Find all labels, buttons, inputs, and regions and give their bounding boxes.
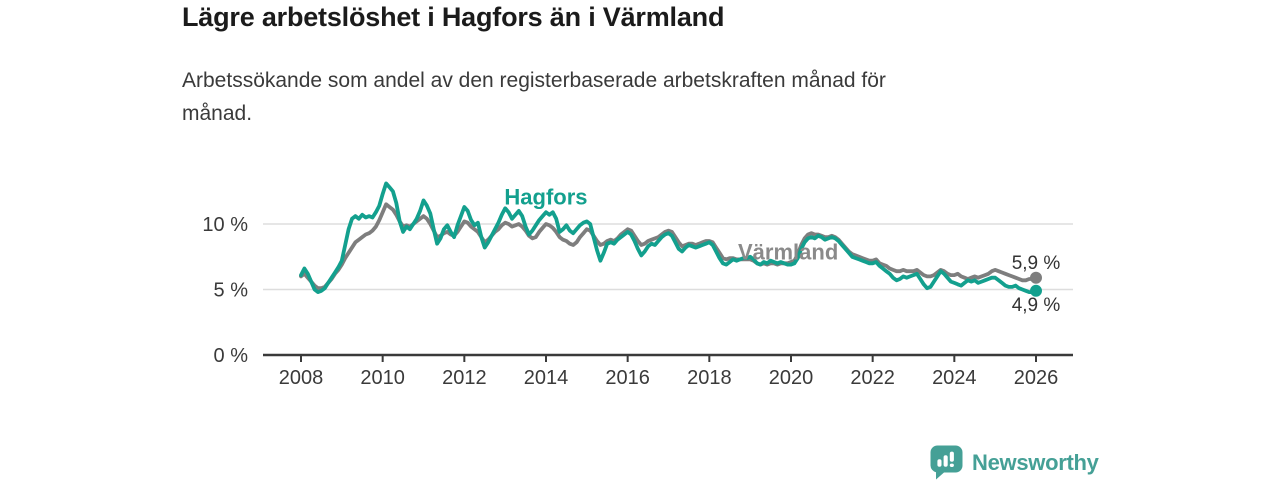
logo-exclamation-bar [949, 451, 954, 462]
chart-title: Lägre arbetslöshet i Hagfors än i Värmla… [182, 2, 725, 32]
x-tick-label-2016: 2016 [605, 367, 650, 389]
x-tick-label-2026: 2026 [1014, 367, 1059, 389]
x-tick-label-2024: 2024 [932, 367, 977, 389]
y-tick-label-5: 5 % [214, 280, 249, 302]
end-dot-värmland [1029, 271, 1042, 284]
x-tick-label-2020: 2020 [769, 367, 814, 389]
y-tick-label-10: 10 % [202, 214, 248, 236]
varmland-series-label: Värmland [738, 239, 838, 264]
brand-name: Newsworthy [972, 449, 1099, 475]
chart-subtitle: Arbetssökande som andel av den registerb… [182, 64, 886, 130]
x-tick-label-2012: 2012 [442, 367, 487, 389]
y-tick-label-0: 0 % [214, 345, 249, 367]
hagfors-end-value: 4,9 % [1012, 295, 1061, 316]
newsworthy-logo-icon [930, 445, 963, 480]
varmland-end-value: 5,9 % [1012, 253, 1061, 274]
hagfors-series-label: Hagfors [504, 184, 587, 209]
x-tick-label-2018: 2018 [687, 367, 732, 389]
subtitle-line-2: månad. [182, 102, 253, 125]
logo-bar-tall [943, 455, 948, 467]
x-tick-label-2014: 2014 [524, 367, 569, 389]
series-line-värmland [299, 202, 1038, 291]
subtitle-line-1: Arbetssökande som andel av den registerb… [182, 69, 886, 92]
x-tick-label-2008: 2008 [279, 367, 324, 389]
end-dot-hagfors [1029, 284, 1042, 297]
logo-bar-short [937, 459, 942, 467]
brand-footer: Newsworthy [930, 445, 1099, 480]
series-line-hagfors [299, 181, 1038, 295]
x-tick-label-2010: 2010 [360, 367, 405, 389]
x-tick-label-2022: 2022 [850, 367, 895, 389]
logo-exclamation-dot [949, 463, 954, 467]
